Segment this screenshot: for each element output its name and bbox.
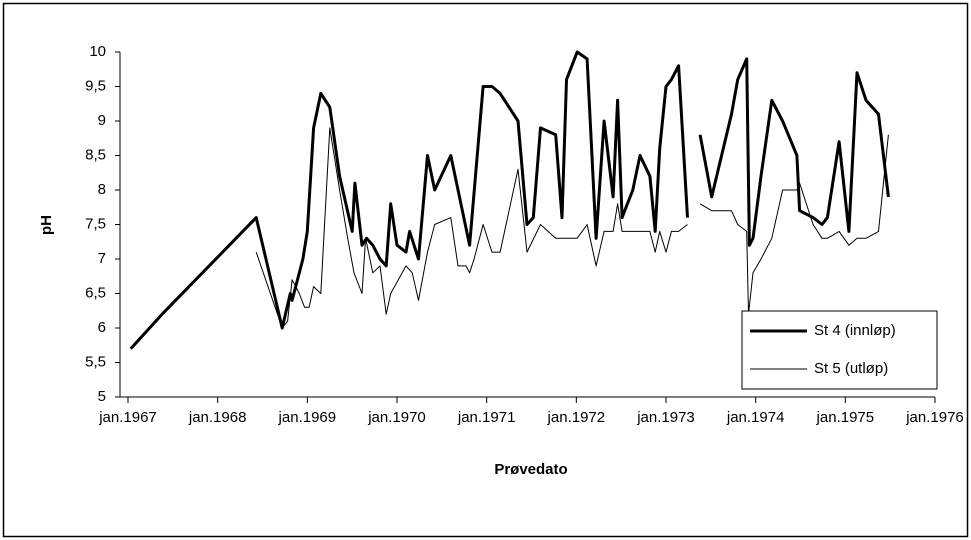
x-tick-label: jan.1973 bbox=[636, 409, 695, 426]
y-tick-label: 5,5 bbox=[85, 353, 106, 370]
y-tick-label: 9 bbox=[98, 112, 106, 129]
x-axis-title: Prøvedato bbox=[494, 461, 567, 478]
y-tick-label: 6,5 bbox=[85, 284, 106, 301]
x-tick-label: jan.1969 bbox=[278, 409, 337, 426]
y-tick-label: 5 bbox=[98, 388, 106, 405]
x-tick-label: jan.1971 bbox=[457, 409, 516, 426]
legend-label: St 4 (innløp) bbox=[814, 322, 896, 339]
series-line bbox=[255, 127, 889, 329]
legend-label: St 5 (utløp) bbox=[814, 360, 888, 377]
x-tick-label: jan.1970 bbox=[367, 409, 426, 426]
x-tick-label: jan.1967 bbox=[98, 409, 157, 426]
x-tick-label: jan.1968 bbox=[188, 409, 247, 426]
x-tick-label: jan.1975 bbox=[816, 409, 875, 426]
x-tick-label: jan.1974 bbox=[726, 409, 785, 426]
series-line bbox=[129, 50, 890, 350]
legend-box bbox=[741, 310, 938, 390]
x-tick-label: jan.1972 bbox=[547, 409, 606, 426]
y-tick-label: 9,5 bbox=[85, 77, 106, 94]
y-tick-label: 6 bbox=[98, 319, 106, 336]
x-tick-label: jan.1976 bbox=[905, 409, 964, 426]
y-axis-title: pH bbox=[38, 215, 55, 235]
y-tick-label: 8,5 bbox=[85, 146, 106, 163]
y-tick-label: 7 bbox=[98, 250, 106, 267]
y-tick-label: 7,5 bbox=[85, 215, 106, 232]
y-tick-label: 10 bbox=[89, 43, 106, 60]
y-tick-label: 8 bbox=[98, 181, 106, 198]
